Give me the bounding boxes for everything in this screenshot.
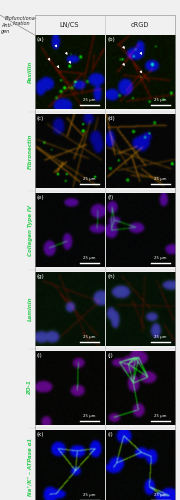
Text: Laminin: Laminin bbox=[28, 297, 33, 322]
Text: Paxillin: Paxillin bbox=[28, 61, 33, 83]
Text: Fibronectin: Fibronectin bbox=[28, 134, 33, 168]
Text: cRGD: cRGD bbox=[131, 22, 150, 28]
Text: Na⁺/K⁺ – ATPase α1: Na⁺/K⁺ – ATPase α1 bbox=[28, 438, 33, 496]
Text: Collagen Type IV: Collagen Type IV bbox=[28, 204, 33, 256]
Text: ZO-1: ZO-1 bbox=[28, 380, 33, 396]
Text: Anti-
gen: Anti- gen bbox=[1, 23, 12, 34]
Text: LN/CS: LN/CS bbox=[59, 22, 79, 28]
Bar bbox=[35, 15, 175, 500]
Text: Biofunctiona-
lization: Biofunctiona- lization bbox=[5, 16, 38, 26]
